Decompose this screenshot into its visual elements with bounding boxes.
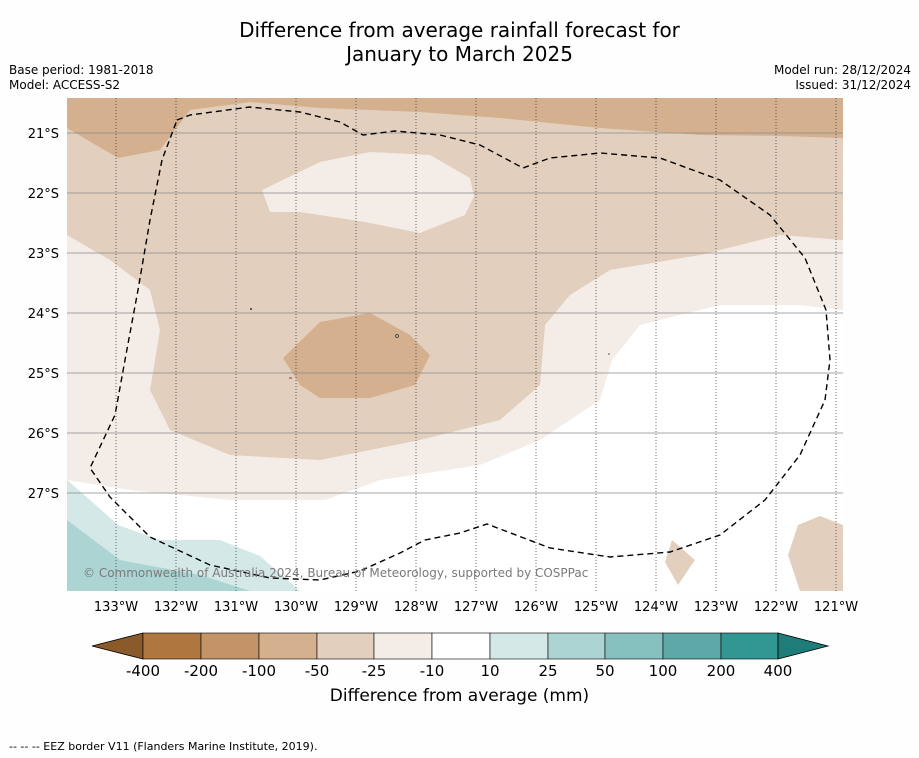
eez-border-line <box>89 106 831 581</box>
anomaly-region-top-band <box>67 98 843 158</box>
meta-right: Model run: 28/12/2024 Issued: 31/12/2024 <box>774 63 911 93</box>
colorbar-segment <box>142 632 202 660</box>
lon-label-124: 124°W <box>634 600 678 615</box>
colorbar-tick: -50 <box>305 662 330 680</box>
copyright-notice: © Commonwealth of Australia 2024, Bureau… <box>83 566 589 580</box>
title-line-2: January to March 2025 <box>346 42 573 66</box>
lon-label-131: 131°W <box>214 600 258 615</box>
colorbar-tick: 50 <box>595 662 614 680</box>
colorbar-tick: -200 <box>184 662 218 680</box>
colorbar-label: Difference from average (mm) <box>329 686 590 706</box>
latitude-gridlines <box>67 132 843 494</box>
lon-label-121: 121°W <box>814 600 858 615</box>
latitude-labels: 21°S 22°S 23°S 24°S 25°S 26°S 27°S <box>28 127 59 502</box>
anomaly-region-white <box>67 305 843 591</box>
lon-label-133: 133°W <box>94 600 138 615</box>
colorbar-segment <box>258 632 318 660</box>
colorbar: -400 -200 -100 -50 -25 -10 10 25 50 100 … <box>91 632 830 680</box>
lat-label-25: 25°S <box>28 367 59 382</box>
colorbar-tick: 400 <box>764 662 793 680</box>
colorbar-segment <box>604 632 664 660</box>
colorbar-arrow-left <box>91 632 144 660</box>
eez-legend-footer: -- -- -- EEZ border V11 (Flanders Marine… <box>9 740 318 753</box>
colorbar-segment <box>720 632 779 660</box>
colorbar-tick: 10 <box>480 662 499 680</box>
colorbar-tick: 100 <box>649 662 678 680</box>
base-period: Base period: 1981-2018 <box>9 63 154 77</box>
lon-label-128: 128°W <box>394 600 438 615</box>
colorbar-segment <box>316 632 375 660</box>
longitude-labels: 133°W 132°W 131°W 130°W 129°W 128°W 127°… <box>94 600 858 615</box>
lon-label-129: 129°W <box>334 600 378 615</box>
lon-label-122: 122°W <box>754 600 798 615</box>
lon-label-125: 125°W <box>574 600 618 615</box>
title-line-1: Difference from average rainfall forecas… <box>239 18 680 42</box>
lon-label-132: 132°W <box>154 600 198 615</box>
lat-label-26: 26°S <box>28 427 59 442</box>
lon-label-123: 123°W <box>694 600 738 615</box>
lon-label-127: 127°W <box>454 600 498 615</box>
model-run: Model run: 28/12/2024 <box>773 63 911 77</box>
colorbar-arrow-right <box>777 632 830 660</box>
map-speck-2 <box>395 334 399 338</box>
colorbar-tick: 200 <box>707 662 736 680</box>
meta-left: Base period: 1981-2018 Model: ACCESS-S2 <box>9 63 154 93</box>
anomaly-region-teal-medium <box>67 520 250 591</box>
colorbar-tick: 25 <box>538 662 557 680</box>
lon-label-126: 126°W <box>514 600 558 615</box>
colorbar-segment <box>431 632 491 660</box>
lat-label-24: 24°S <box>28 307 59 322</box>
issued-date: Issued: 31/12/2024 <box>795 78 911 92</box>
colorbar-segment <box>200 632 260 660</box>
lon-label-130: 130°W <box>274 600 318 615</box>
colorbar-segment <box>489 632 549 660</box>
map-speck-1 <box>250 308 252 310</box>
anomaly-region-north-patch <box>262 152 474 233</box>
colorbar-segment <box>662 632 722 660</box>
lat-label-27: 27°S <box>28 487 59 502</box>
anomaly-region-central-blob <box>283 313 430 398</box>
colorbar-tick: -400 <box>126 662 160 680</box>
anomaly-region-pale-brown <box>67 98 843 460</box>
lat-label-22: 22°S <box>28 187 59 202</box>
colorbar-segment <box>547 632 606 660</box>
map-title: Difference from average rainfall forecas… <box>0 18 919 66</box>
longitude-gridlines <box>115 98 837 591</box>
colorbar-tick: -25 <box>362 662 387 680</box>
lat-label-23: 23°S <box>28 247 59 262</box>
colorbar-tick: -10 <box>420 662 445 680</box>
lat-label-21: 21°S <box>28 127 59 142</box>
anomaly-region-southeast <box>788 516 843 591</box>
map-area <box>67 98 843 591</box>
colorbar-segment <box>373 632 433 660</box>
colorbar-tick: -100 <box>242 662 276 680</box>
colorbar-ticks: -400 -200 -100 -50 -25 -10 10 25 50 100 … <box>126 662 792 680</box>
model-name: Model: ACCESS-S2 <box>9 78 121 92</box>
